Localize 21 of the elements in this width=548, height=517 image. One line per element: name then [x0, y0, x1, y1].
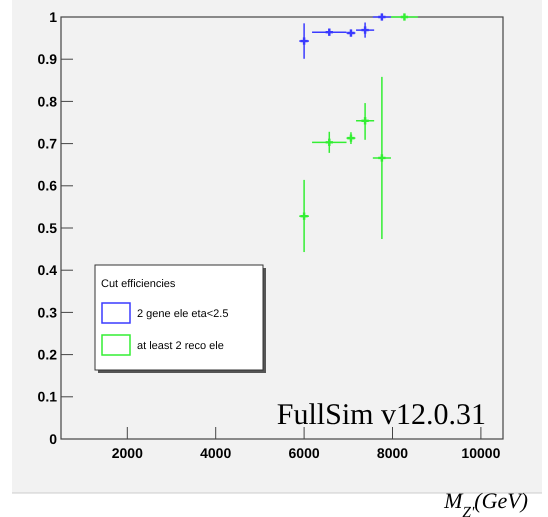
x-tick-label: 8000 — [376, 445, 408, 461]
legend-label: at least 2 reco ele — [137, 340, 224, 352]
legend-label: 2 gene ele eta<2.5 — [137, 308, 228, 320]
y-tick-label: 0 — [49, 430, 58, 447]
x-tick-label: 4000 — [200, 445, 232, 461]
y-tick-label: 1 — [49, 8, 58, 25]
x-axis-title: M$_{Z'}$(GeV) — [443, 488, 528, 517]
y-tick-label: 0.2 — [38, 346, 58, 362]
annotation: FullSim v12.0.31 — [276, 398, 486, 431]
legend-title: Cut efficiencies — [101, 278, 176, 290]
x-tick-label: 10000 — [461, 445, 501, 461]
x-tick-label: 6000 — [288, 445, 320, 461]
y-tick-label: 0.8 — [38, 93, 58, 110]
y-tick-label: 0.3 — [38, 304, 58, 320]
x-tick-label: 2000 — [112, 445, 144, 461]
y-tick-label: 0.9 — [38, 51, 58, 68]
y-tick-label: 0.1 — [38, 388, 58, 405]
y-tick-label: 0.4 — [38, 262, 58, 278]
y-tick-label: 0.5 — [38, 220, 58, 236]
y-tick-label: 0.7 — [38, 136, 58, 152]
y-tick-label: 0.6 — [38, 178, 58, 194]
